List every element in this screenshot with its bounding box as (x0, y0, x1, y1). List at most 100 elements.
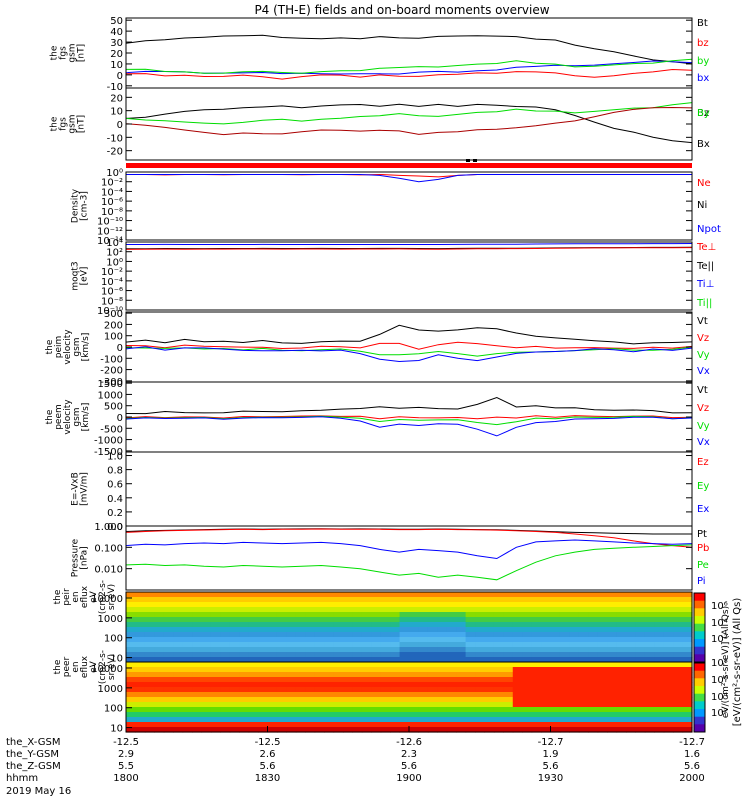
heatmap-cell (541, 607, 552, 613)
heatmap-cell (427, 712, 438, 718)
heatmap-cell (182, 707, 193, 713)
heatmap-cell (390, 622, 401, 628)
heatmap-cell (578, 687, 589, 693)
heatmap-cell (314, 632, 325, 638)
heatmap-cell (371, 627, 382, 633)
heatmap-cell (220, 652, 231, 658)
heatmap-cell (578, 657, 589, 663)
heatmap-cell (512, 672, 523, 678)
heatmap-cell (531, 672, 542, 678)
heatmap-cell (418, 717, 429, 723)
quality-flag-bar (126, 163, 692, 168)
heatmap-cell (144, 682, 155, 688)
heatmap-cell (371, 637, 382, 643)
heatmap-cell (607, 697, 618, 703)
heatmap-cell (682, 622, 693, 628)
heatmap-cell (324, 602, 335, 608)
heatmap-cell (654, 662, 665, 668)
heatmap-cell (305, 647, 316, 653)
heatmap-cell (465, 687, 476, 693)
heatmap-cell (456, 667, 467, 673)
heatmap-cell (201, 592, 212, 598)
panel-frame (125, 451, 693, 527)
heatmap-cell (475, 592, 486, 598)
heatmap-cell (173, 642, 184, 648)
heatmap-cell (126, 652, 137, 658)
heatmap-cell (541, 652, 552, 658)
heatmap-cell (399, 632, 410, 638)
heatmap-cell (475, 687, 486, 693)
heatmap-cell (248, 692, 259, 698)
heatmap-cell (503, 667, 514, 673)
heatmap-cell (559, 717, 570, 723)
heatmap-cell (522, 642, 533, 648)
heatmap-cell (531, 622, 542, 628)
heatmap-cell (588, 602, 599, 608)
heatmap-cell (267, 682, 278, 688)
panel-frame (125, 241, 693, 311)
heatmap-cell (616, 697, 627, 703)
heatmap-cell (427, 647, 438, 653)
heatmap-cell (210, 617, 221, 623)
heatmap-cell (342, 607, 353, 613)
heatmap-cell (267, 652, 278, 658)
heatmap-cell (607, 687, 618, 693)
heatmap-cell (569, 602, 580, 608)
heatmap-cell (607, 612, 618, 618)
heatmap-cell (324, 617, 335, 623)
x-row-label: the_Z-GSM (6, 761, 61, 772)
heatmap-cell (654, 682, 665, 688)
heatmap-cell (456, 677, 467, 683)
heatmap-cell (588, 657, 599, 663)
heatmap-cell (333, 697, 344, 703)
heatmap-cell (295, 687, 306, 693)
heatmap-cell (475, 602, 486, 608)
heatmap-cell (663, 627, 674, 633)
heatmap-cell (493, 662, 504, 668)
heatmap-cell (371, 652, 382, 658)
heatmap-cell (305, 672, 316, 678)
y-tick-label: 10⁻⁸ (101, 296, 123, 307)
heatmap-cell (144, 657, 155, 663)
heatmap-cell (192, 697, 203, 703)
heatmap-cell (465, 692, 476, 698)
heatmap-cell (682, 637, 693, 643)
heatmap-cell (295, 662, 306, 668)
heatmap-cell (258, 652, 269, 658)
y-tick-label: 10⁻⁶ (101, 287, 123, 298)
heatmap-cell (484, 602, 495, 608)
y-axis-label: eflux (80, 655, 90, 678)
heatmap-cell (418, 642, 429, 648)
y-axis-label: the (53, 589, 63, 604)
heatmap-cell (484, 637, 495, 643)
heatmap-cell (446, 692, 457, 698)
heatmap-cell (409, 672, 420, 678)
heatmap-cell (541, 682, 552, 688)
heatmap-cell (258, 592, 269, 598)
heatmap-cell (210, 702, 221, 708)
heatmap-cell (126, 692, 137, 698)
heatmap-cell (503, 607, 514, 613)
heatmap-cell (644, 682, 655, 688)
heatmap-cell (493, 612, 504, 618)
figure-title: P4 (TH-E) fields and on-board moments ov… (254, 3, 549, 17)
heatmap-cell (220, 647, 231, 653)
heatmap-cell (352, 682, 363, 688)
heatmap-cell (144, 707, 155, 713)
heatmap-cell (361, 692, 372, 698)
heatmap-cell (503, 617, 514, 623)
heatmap-cell (342, 672, 353, 678)
heatmap-cell (276, 602, 287, 608)
series-bt (125, 34, 693, 65)
heatmap-cell (550, 642, 561, 648)
heatmap-cell (493, 592, 504, 598)
heatmap-cell (154, 617, 165, 623)
heatmap-cell (286, 662, 297, 668)
heatmap-cell (361, 612, 372, 618)
heatmap-cell (588, 722, 599, 728)
heatmap-cell (635, 622, 646, 628)
heatmap-cell (258, 597, 269, 603)
heatmap-cell (192, 622, 203, 628)
heatmap-cell (342, 682, 353, 688)
